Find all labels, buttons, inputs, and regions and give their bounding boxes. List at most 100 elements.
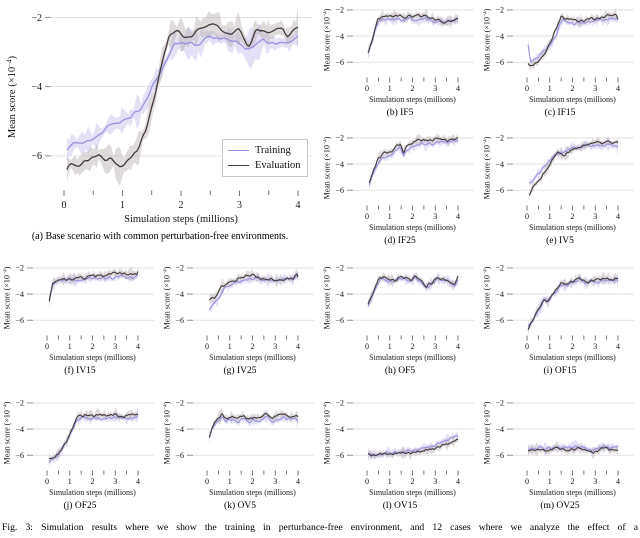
svg-text:4: 4 — [456, 212, 460, 221]
svg-text:4: 4 — [136, 342, 140, 351]
figure-caption: Fig. 3: Simulation results where we show… — [2, 522, 638, 533]
subfigure-l: −2 −4 −6 0 1 2 3 4 Simulation steps (millions) Me… — [321, 395, 479, 511]
svg-text:3: 3 — [113, 477, 117, 486]
svg-text:2: 2 — [91, 477, 95, 486]
chart-caption-e: (e) IV5 — [546, 236, 574, 246]
evaluation-line-swatch — [228, 165, 249, 167]
svg-text:2: 2 — [91, 342, 95, 351]
chart-caption-c: (c) IF15 — [544, 108, 576, 118]
svg-text:−2: −2 — [495, 399, 504, 408]
svg-text:3: 3 — [593, 212, 597, 221]
legend-item-training: Training — [228, 143, 301, 158]
svg-text:−6: −6 — [15, 316, 24, 325]
svg-text:0: 0 — [525, 84, 529, 93]
svg-text:2: 2 — [251, 477, 255, 486]
svg-text:2: 2 — [571, 212, 575, 221]
svg-text:Mean score (×10−4): Mean score (×10−4) — [163, 401, 172, 464]
svg-text:−2: −2 — [175, 264, 184, 273]
legend: Training Evaluation — [222, 139, 308, 178]
svg-text:−6: −6 — [495, 451, 504, 460]
svg-text:−6: −6 — [335, 451, 344, 460]
svg-text:3: 3 — [593, 342, 597, 351]
svg-text:3: 3 — [237, 200, 242, 211]
svg-text:0: 0 — [525, 342, 529, 351]
svg-text:4: 4 — [296, 342, 300, 351]
svg-text:4: 4 — [296, 477, 300, 486]
svg-text:4: 4 — [456, 84, 460, 93]
subfigure-g: −2 −4 −6 0 1 2 3 4 Simulation steps (millions) Me… — [161, 260, 319, 376]
svg-text:4: 4 — [136, 477, 140, 486]
svg-text:−2: −2 — [495, 264, 504, 273]
svg-text:Mean score (×10−4): Mean score (×10−4) — [483, 8, 492, 71]
svg-text:4: 4 — [616, 84, 620, 93]
svg-text:4: 4 — [616, 477, 620, 486]
svg-text:2: 2 — [571, 342, 575, 351]
svg-text:−6: −6 — [175, 451, 184, 460]
svg-text:0: 0 — [525, 212, 529, 221]
svg-text:3: 3 — [593, 84, 597, 93]
svg-text:4: 4 — [456, 477, 460, 486]
subfigure-j: −2 −4 −6 0 1 2 3 4 Simulation steps (millions) Me… — [1, 395, 159, 511]
svg-text:0: 0 — [205, 477, 209, 486]
svg-text:0: 0 — [365, 477, 369, 486]
svg-text:Mean score (×10−4): Mean score (×10−4) — [323, 266, 332, 329]
svg-text:Mean score (×10−4): Mean score (×10−4) — [483, 136, 492, 199]
svg-text:−4: −4 — [31, 82, 42, 93]
svg-text:Simulation steps (millions): Simulation steps (millions) — [529, 95, 616, 104]
svg-text:Simulation steps (millions): Simulation steps (millions) — [529, 353, 616, 362]
chart-caption-i: (i) OF15 — [543, 366, 577, 376]
svg-text:Simulation steps (millions): Simulation steps (millions) — [49, 353, 136, 362]
legend-label-training: Training — [255, 145, 291, 156]
subfigure-f: −2 −4 −6 0 1 2 3 4 Simulation steps (millions) Me… — [1, 260, 159, 376]
chart-caption-a: (a) Base scenario with common perturbati… — [31, 231, 289, 242]
chart-caption-h: (h) OF5 — [384, 366, 416, 376]
svg-text:Mean score (×10−4): Mean score (×10−4) — [5, 55, 18, 138]
chart-caption-d: (d) IF25 — [384, 236, 416, 246]
svg-text:3: 3 — [593, 477, 597, 486]
svg-text:−2: −2 — [15, 399, 24, 408]
svg-text:−6: −6 — [495, 186, 504, 195]
svg-text:−4: −4 — [495, 425, 504, 434]
svg-text:Simulation steps (millions): Simulation steps (millions) — [369, 353, 456, 362]
svg-text:−2: −2 — [335, 264, 344, 273]
svg-text:Simulation steps (millions): Simulation steps (millions) — [369, 223, 456, 232]
svg-text:Simulation steps (millions): Simulation steps (millions) — [529, 488, 616, 497]
svg-text:1: 1 — [120, 200, 125, 211]
subfigure-b: −2 −4 −6 0 1 2 3 4 Simulation steps (millions) Me… — [321, 2, 479, 118]
svg-text:−2: −2 — [335, 134, 344, 143]
svg-text:1: 1 — [388, 342, 392, 351]
training-line-swatch — [228, 150, 249, 152]
chart-caption-m: (m) OV25 — [540, 501, 580, 511]
svg-text:Mean score (×10−4): Mean score (×10−4) — [163, 266, 172, 329]
svg-text:−6: −6 — [335, 316, 344, 325]
svg-text:2: 2 — [571, 84, 575, 93]
chart-caption-f: (f) IV15 — [64, 366, 96, 376]
svg-text:3: 3 — [273, 342, 277, 351]
svg-text:−2: −2 — [31, 13, 42, 24]
svg-text:Mean score (×10−4): Mean score (×10−4) — [483, 401, 492, 464]
svg-text:−6: −6 — [495, 58, 504, 67]
svg-text:1: 1 — [388, 84, 392, 93]
svg-text:Simulation steps (millions): Simulation steps (millions) — [369, 488, 456, 497]
svg-text:Mean score (×10−4): Mean score (×10−4) — [3, 266, 12, 329]
svg-text:−4: −4 — [15, 425, 24, 434]
subfigure-m: −2 −4 −6 0 1 2 3 4 Simulation steps (millions) Me… — [481, 395, 639, 511]
svg-text:2: 2 — [571, 477, 575, 486]
chart-caption-l: (l) OV15 — [382, 501, 418, 511]
svg-text:1: 1 — [548, 477, 552, 486]
svg-text:Simulation steps (millions): Simulation steps (millions) — [529, 223, 616, 232]
svg-text:−6: −6 — [175, 316, 184, 325]
chart-caption-k: (k) OV5 — [224, 501, 256, 511]
svg-text:2: 2 — [411, 212, 415, 221]
svg-text:−2: −2 — [335, 399, 344, 408]
svg-text:−2: −2 — [15, 264, 24, 273]
chart-caption-j: (j) OF25 — [63, 501, 97, 511]
